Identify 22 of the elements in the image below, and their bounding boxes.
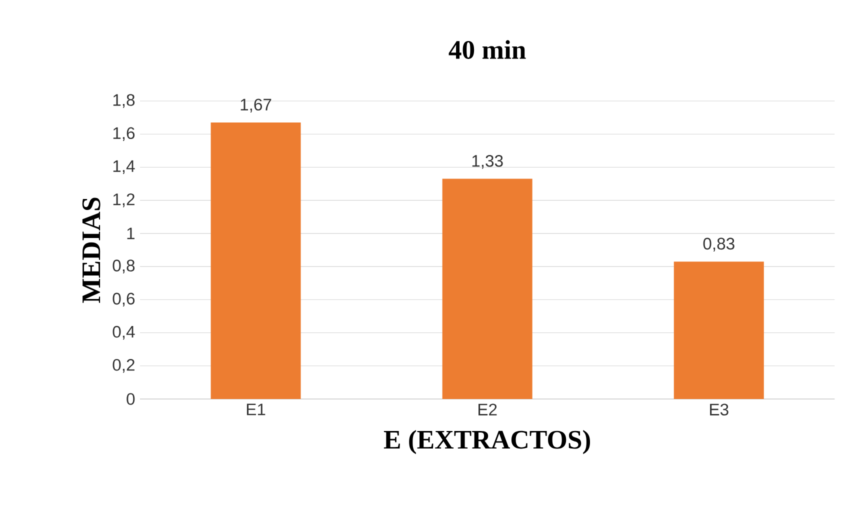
x-tick-label: E3 [710,404,728,416]
data-label: 0,83 [703,238,734,252]
y-tick-label: 1,6 [113,127,135,141]
x-tick-label: E1 [246,404,266,416]
bar [674,262,764,399]
y-tick-label: 0,8 [112,260,135,274]
bar [210,122,301,399]
y-tick-label: 0,6 [112,292,135,307]
y-tick-label: 0 [126,393,135,405]
data-label: 1,33 [472,155,503,169]
y-tick-label: 1 [127,228,134,240]
x-tick-label: E2 [478,404,497,416]
y-tick-label: 1,8 [113,94,135,108]
x-axis-title: E (EXTRACTOS) [384,430,590,454]
y-tick-label: 0,2 [112,359,134,373]
y-tick-label: 1,2 [113,193,134,208]
y-tick-label: 0,4 [112,326,135,340]
chart-title: 40 min [448,40,526,59]
bar [442,178,532,399]
y-tick-label: 1,4 [113,160,135,174]
y-axis-title: MEDIAS [82,198,100,303]
data-label: 1,67 [240,98,272,112]
